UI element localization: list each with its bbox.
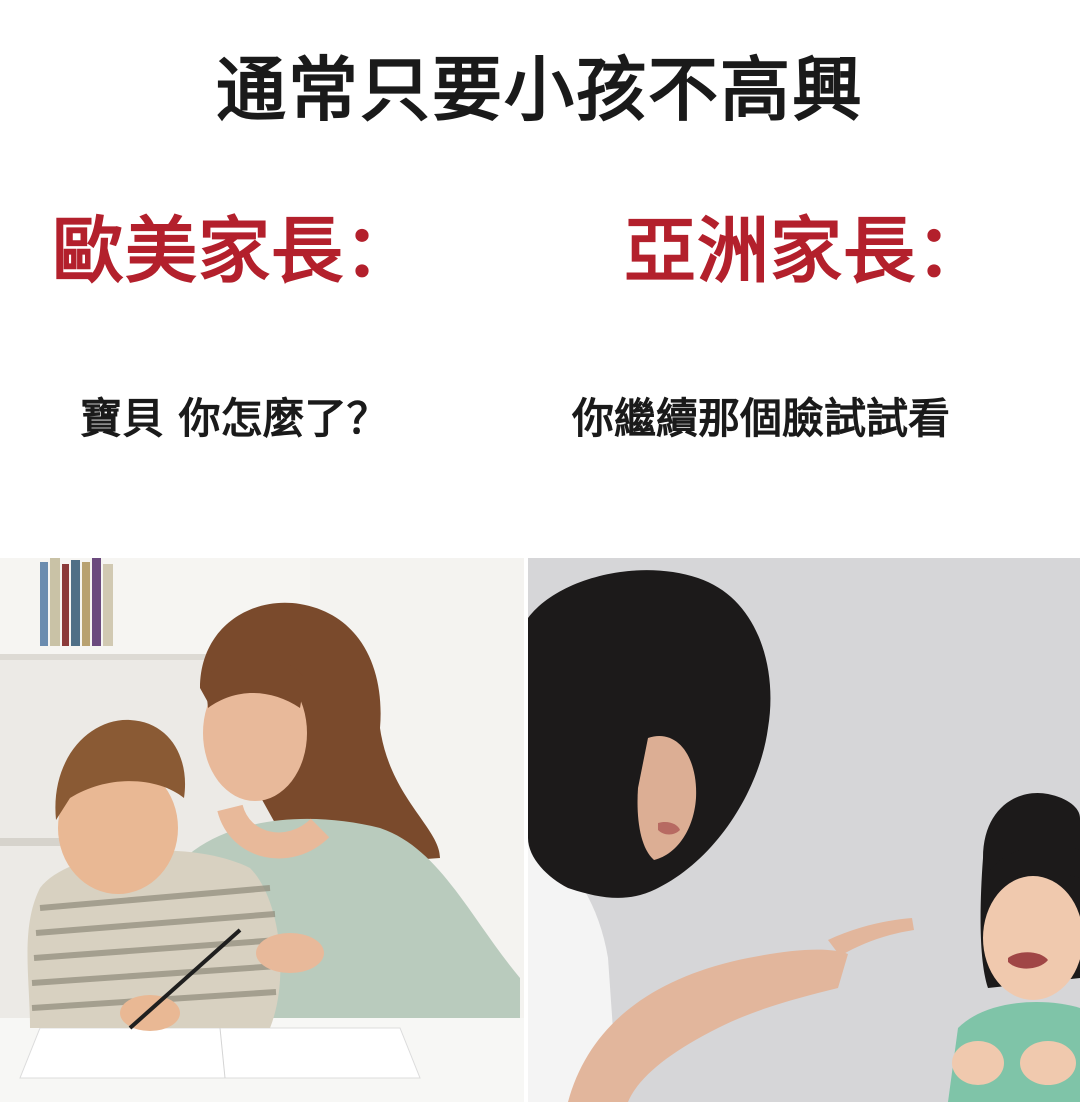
meme-title: 通常只要小孩不高興 <box>216 49 864 131</box>
bookshelf-books <box>40 558 113 646</box>
western-parent-photo <box>0 558 524 1102</box>
asian-parent-photo <box>528 558 1080 1102</box>
western-parents-heading: 歐美家長： <box>52 209 418 293</box>
asian-parents-heading: 亞洲家長： <box>624 209 990 293</box>
asian-parents-caption: 你繼續那個臉試試看 <box>572 394 951 443</box>
western-parents-caption: 寶貝 你怎麼了？ <box>80 394 389 443</box>
